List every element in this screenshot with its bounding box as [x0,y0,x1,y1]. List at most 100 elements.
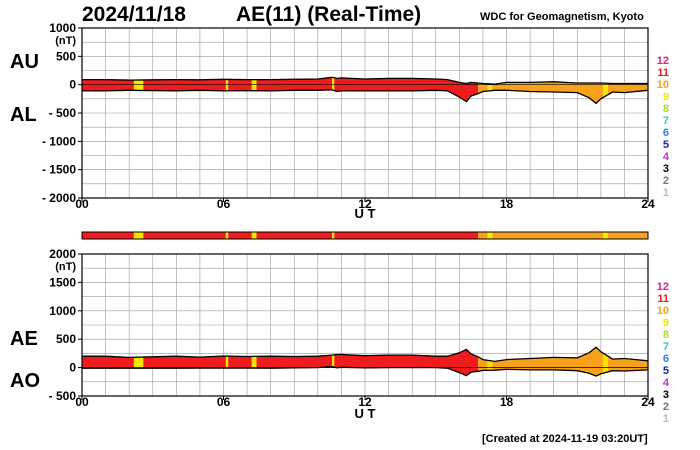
band-segment [332,77,335,91]
activity-bar-segment [256,232,332,239]
y-tick-label: 1000 [49,21,76,35]
band-segment [332,354,335,368]
legend-level-4: 4 [663,377,670,389]
activity-bar-segment [143,232,226,239]
activity-bar-segment [478,232,488,239]
legend-level-8: 8 [663,329,669,341]
y-tick-label: - 500 [49,106,77,120]
legend-level-3: 3 [663,163,669,175]
x-tick-label: 00 [75,197,89,211]
legend-level-3: 3 [663,389,669,401]
legend-level-1: 1 [663,413,669,425]
y-tick-label: 500 [56,49,76,63]
y-tick-label: - 500 [49,389,77,403]
legend-level-8: 8 [663,103,669,115]
band-segment [607,83,648,95]
activity-bar-segment [607,232,648,239]
legend-level-6: 6 [663,353,669,365]
y-tick-label: 2000 [49,247,76,261]
y-tick-label: 500 [56,332,76,346]
legend-level-9: 9 [663,317,669,329]
legend-level-11: 11 [657,293,669,305]
legend-level-9: 9 [663,91,669,103]
y-tick-label: 1000 [49,304,76,318]
legend-level-7: 7 [663,341,669,353]
band-segment [487,360,493,371]
legend-level-12: 12 [657,55,669,67]
activity-bar-segment [334,232,479,239]
x-tick-label: 06 [217,395,231,409]
created-timestamp: [Created at 2024-11-19 03:20UT] [482,433,648,445]
y-tick-label: 0 [69,361,76,375]
band-segment [82,356,134,369]
x-tick-label: 12 [358,395,372,409]
legend-level-11: 11 [657,67,669,79]
series-line-al [82,89,649,105]
band-segment [256,355,332,369]
legend-level-10: 10 [657,305,669,317]
chart-source: WDC for Geomagnetism, Kyoto [480,11,644,23]
activity-bar-segment [225,232,229,239]
y-tick-label: - 1500 [42,163,76,177]
legend-level-12: 12 [657,281,669,293]
activity-bar-frame [81,231,649,240]
chart-date: 2024/11/18 [82,3,186,26]
y-tick-label: 1500 [49,275,76,289]
band-segment [603,83,608,98]
series-line-au [82,76,648,85]
ao-label: AO [10,370,40,392]
legend-level-4: 4 [663,151,670,163]
x-tick-label: 12 [358,197,372,211]
band-segment [143,356,226,369]
band-segment [225,79,229,91]
band-segment [256,77,332,91]
legend-level-5: 5 [663,365,669,377]
x-tick-label: 24 [641,197,655,211]
chart-title: AE(11) (Real-Time) [236,3,422,26]
activity-bar-segment [251,232,257,239]
band-segment [251,356,257,369]
x-axis-label: U T [355,406,376,421]
y-axis-unit: (nT) [55,261,76,273]
x-tick-label: 18 [500,197,514,211]
activity-bar-segment [487,232,493,239]
x-tick-label: 24 [641,395,655,409]
activity-bar-segment [82,232,134,239]
legend-level-1: 1 [663,187,669,199]
band-segment [133,80,144,91]
activity-bar-segment [603,232,608,239]
activity-bar-segment [133,232,144,239]
band-segment [492,81,604,104]
band-segment [143,79,226,91]
band-segment [603,353,608,374]
x-tick-label: 06 [217,197,231,211]
band-segment [82,79,134,91]
y-axis-unit: (nT) [55,35,76,47]
legend-level-10: 10 [657,79,669,91]
band-segment [228,356,252,369]
legend-level-5: 5 [663,139,669,151]
x-axis-label: U T [355,206,376,221]
band-segment [225,356,229,369]
band-segment [492,347,604,377]
al-label: AL [10,104,37,126]
y-tick-label: - 1000 [42,134,76,148]
band-segment [228,79,252,91]
band-segment [251,79,257,91]
activity-bar-segment [228,232,252,239]
x-tick-label: 18 [500,395,514,409]
au-label: AU [10,51,39,73]
ae-label: AE [10,328,38,350]
legend-level-2: 2 [663,401,669,413]
series-line-ae [82,346,649,363]
x-tick-label: 00 [75,395,89,409]
y-tick-label: 0 [69,78,76,92]
legend-level-7: 7 [663,115,669,127]
activity-bar-segment [331,232,335,239]
activity-bar-segment [492,232,604,239]
y-tick-label: - 2000 [42,191,76,205]
band-segment [133,357,144,369]
legend-level-6: 6 [663,127,669,139]
band-segment [487,83,493,91]
